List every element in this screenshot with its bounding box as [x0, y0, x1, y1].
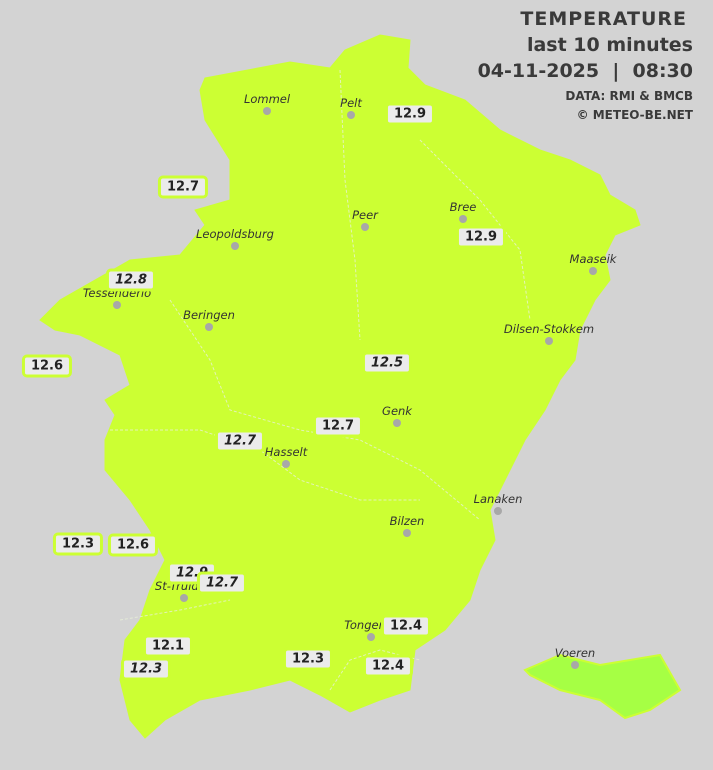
temperature-reading: 12.3 [282, 647, 334, 671]
temperature-reading: 12.1 [142, 634, 194, 658]
temperature-reading: 12.9 [384, 102, 436, 126]
map-datetime: 04-11-2025 | 08:30 [477, 60, 693, 82]
town-label: Lommel [243, 92, 291, 106]
temperature-reading: 12.3 [52, 532, 104, 556]
town-label: Maaseik [569, 252, 617, 266]
town-dot [361, 223, 369, 231]
town-label: Voeren [554, 646, 596, 660]
town-dot [113, 301, 121, 309]
town-label: Beringen [183, 308, 235, 322]
map-subtitle: last 10 minutes [526, 34, 693, 56]
town-label: Genk [382, 404, 412, 418]
temperature-reading: 12.9 [455, 225, 507, 249]
temperature-reading: 12.7 [157, 175, 209, 199]
town-dot [545, 337, 553, 345]
limburg-region [39, 34, 641, 739]
town-dot [589, 267, 597, 275]
temperature-reading: 12.6 [107, 533, 159, 557]
town-dot [205, 323, 213, 331]
town-label: Dilsen-Stokkem [503, 322, 595, 336]
temperature-reading: 12.7 [214, 429, 266, 453]
town-dot [494, 507, 502, 515]
town-label: Bilzen [389, 514, 425, 528]
temperature-reading: 12.8 [105, 268, 157, 292]
town-label: Pelt [340, 96, 362, 110]
temperature-reading: 12.3 [120, 657, 172, 681]
town-dot [180, 594, 188, 602]
voeren-region [523, 653, 682, 720]
town-dot [263, 107, 271, 115]
temperature-reading: 12.5 [361, 351, 413, 375]
town-dot [393, 419, 401, 427]
town-dot [282, 460, 290, 468]
town-dot [403, 529, 411, 537]
map-title: TEMPERATURE [520, 8, 687, 30]
data-source: DATA: RMI & BMCB [565, 89, 693, 103]
town-label: Bree [449, 200, 477, 214]
temperature-reading: 12.7 [196, 571, 248, 595]
temperature-reading: 12.7 [312, 414, 364, 438]
town-label: Peer [352, 208, 378, 222]
town-label: Leopoldsburg [196, 227, 274, 241]
copyright: © METEO-BE.NET [576, 108, 693, 122]
temperature-reading: 12.4 [380, 614, 432, 638]
town-dot [571, 661, 579, 669]
temperature-reading: 12.4 [362, 654, 414, 678]
town-label: Lanaken [473, 492, 523, 506]
town-dot [367, 633, 375, 641]
town-dot [231, 242, 239, 250]
town-dot [459, 215, 467, 223]
temperature-reading: 12.6 [21, 354, 73, 378]
town-dot [347, 111, 355, 119]
municipal-borders [110, 69, 531, 691]
town-label: Hasselt [264, 445, 308, 459]
